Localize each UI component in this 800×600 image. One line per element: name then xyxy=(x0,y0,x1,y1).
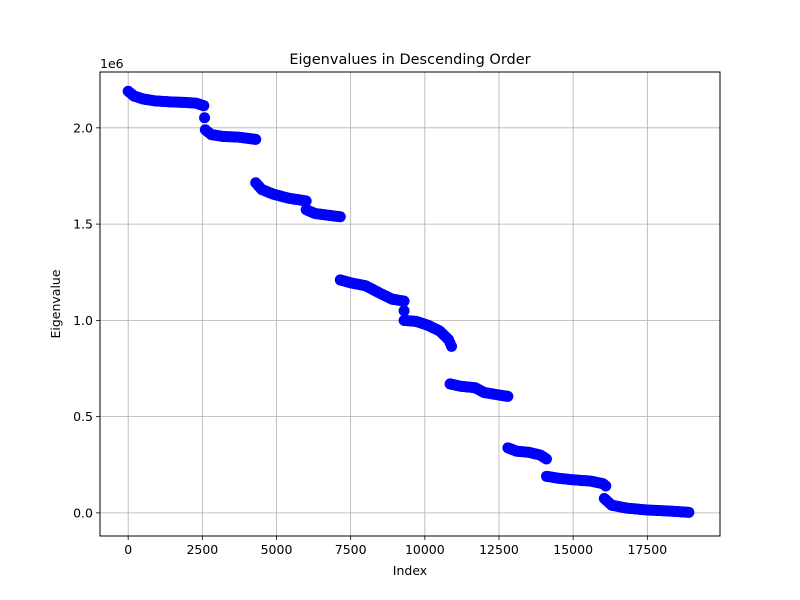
y-tick-label: 1.0 xyxy=(73,313,93,328)
y-axis-ticks: 0.0 0.5 1.0 1.5 2.0 xyxy=(73,120,100,520)
y-tick-label: 0.5 xyxy=(73,409,93,424)
x-tick-label: 5000 xyxy=(261,542,293,557)
chart-title: Eigenvalues in Descending Order xyxy=(289,52,530,68)
x-tick-label: 2500 xyxy=(186,542,218,557)
y-tick-label: 1.5 xyxy=(73,217,93,232)
y-axis-label: Eigenvalue xyxy=(48,269,63,338)
y-tick-label: 2.0 xyxy=(73,120,93,135)
x-tick-label: 10000 xyxy=(405,542,445,557)
x-tick-label: 12500 xyxy=(479,542,519,557)
x-tick-label: 0 xyxy=(124,542,132,557)
data-point xyxy=(199,112,211,124)
plot-frame xyxy=(99,71,721,537)
data-point xyxy=(300,195,312,207)
x-tick-label: 17500 xyxy=(627,542,667,557)
data-point xyxy=(446,340,458,352)
data-point xyxy=(600,480,612,492)
y-offset-label: 1e6 xyxy=(100,56,124,71)
x-tick-label: 7500 xyxy=(335,542,367,557)
data-point xyxy=(398,295,410,307)
x-axis-ticks: 0 2500 5000 7500 10000 12500 15000 17500 xyxy=(124,536,667,557)
y-tick-label: 0.0 xyxy=(73,505,93,520)
data-point xyxy=(502,390,514,402)
data-point xyxy=(198,100,210,112)
data-point xyxy=(334,211,346,223)
x-axis-label: Index xyxy=(393,563,427,578)
data-points xyxy=(122,85,695,518)
x-tick-label: 15000 xyxy=(553,542,593,557)
data-point xyxy=(398,305,410,317)
data-point xyxy=(540,453,552,465)
data-point xyxy=(683,506,695,518)
data-point xyxy=(250,133,262,145)
